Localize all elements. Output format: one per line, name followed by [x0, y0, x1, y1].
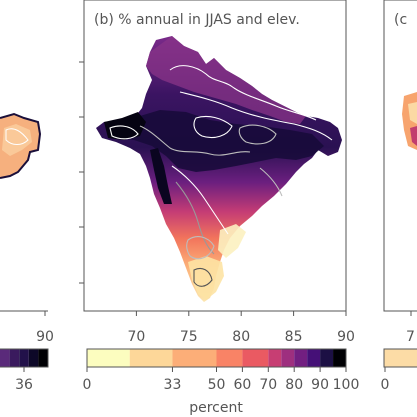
panel-b-colorbar-tick-label: 100	[333, 377, 360, 393]
panel-a-colorbar	[0, 348, 49, 372]
panel-b-xtick-label: 80	[232, 329, 250, 345]
panel-b-colorbar-tick-label: 90	[311, 377, 329, 393]
panel-b-contour	[186, 236, 215, 260]
panel-c-title: (c	[394, 12, 407, 28]
panel-b-yticks	[79, 61, 84, 284]
panel-c-axes-frame	[383, 0, 417, 312]
panel-b-contour	[171, 165, 229, 235]
panel-b: (b) % annual in JJAS and elev.	[79, 0, 359, 416]
panel-b-contour	[193, 267, 213, 287]
panel-a-colorbar-bin	[28, 349, 39, 367]
panel-b-xtick-label: 85	[285, 329, 303, 345]
panel-b-colorbar-bin	[333, 349, 346, 367]
panel-b-west-coast	[150, 148, 172, 204]
panel-b-colorbar-bin	[129, 349, 173, 367]
panel-b-xtick-label: 70	[127, 329, 145, 345]
panel-b-south-tip	[188, 256, 224, 300]
panel-b-colorbar-tick-label: 0	[83, 377, 92, 393]
panel-b-colorbar: 0 33 50 60 70 80 90 100	[83, 348, 360, 393]
panel-c-region-light	[408, 102, 417, 124]
panel-b-map	[96, 36, 342, 302]
panel-c-region-dark	[410, 126, 417, 146]
panel-b-contour	[175, 181, 215, 255]
panel-b-colorbar-bin	[242, 349, 269, 367]
panel-b-contour	[259, 167, 283, 197]
panel-b-contour	[238, 124, 277, 145]
panel-b-xtick-label: 75	[180, 329, 198, 345]
panel-b-colorbar-tick-label: 70	[259, 377, 277, 393]
panel-a-border	[0, 112, 42, 179]
panel-c: (c 7 0	[381, 0, 417, 393]
panel-b-colorbar-bin	[268, 349, 282, 367]
panel-a-colorbar-bin	[38, 349, 48, 367]
panel-a: 90 36	[0, 112, 54, 393]
panel-a-xtick-label: 90	[36, 329, 54, 345]
panel-b-contour	[109, 125, 139, 140]
panel-a-region-light	[2, 124, 32, 156]
panel-c-colorbar	[383, 348, 417, 368]
panel-a-colorbar-bin	[19, 349, 29, 367]
panel-b-colorbar-label: percent	[189, 400, 243, 416]
panel-b-title: (b) % annual in JJAS and elev.	[94, 12, 300, 28]
panel-b-contour	[169, 65, 317, 121]
panel-b-southeast	[218, 224, 246, 258]
panel-b-colorbar-tick-label: 50	[208, 377, 226, 393]
panel-b-colorbar-bin	[294, 349, 308, 367]
panel-b-dark-core	[116, 110, 324, 172]
panel-b-colorbar-bin	[172, 349, 217, 367]
panel-a-colorbar-tick-label: 36	[15, 377, 33, 393]
panel-b-colorbar-tick-label: 33	[164, 377, 182, 393]
panel-b-contours	[109, 65, 333, 287]
panel-b-colorbar-bin	[87, 349, 130, 367]
panel-a-contour	[5, 128, 29, 145]
panel-b-colorbar-bin	[216, 349, 243, 367]
panel-a-colorbar-bin	[9, 349, 20, 367]
panel-b-axes-frame	[83, 0, 347, 312]
panel-b-xtick-label: 90	[337, 329, 355, 345]
panel-c-xtick-label: 7	[406, 329, 415, 345]
panel-b-contour	[193, 115, 233, 139]
panel-b-xaxis: 70 75 80 85 90	[127, 311, 355, 345]
panel-b-colorbar-tick-label: 80	[285, 377, 303, 393]
panel-b-colorbar-bin	[307, 349, 321, 367]
panel-a-colorbar-bin	[0, 349, 10, 367]
panel-c-colorbar-tick-label: 0	[381, 377, 390, 393]
panel-b-contour	[179, 91, 333, 141]
panel-b-colorbar-bin	[281, 349, 295, 367]
panel-b-contour	[139, 125, 251, 156]
panel-b-colorbar-tick-label: 60	[233, 377, 251, 393]
panel-b-colorbar-bin	[320, 349, 334, 367]
panel-a-map	[0, 112, 42, 179]
